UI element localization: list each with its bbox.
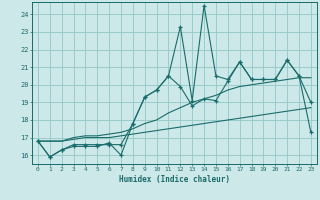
X-axis label: Humidex (Indice chaleur): Humidex (Indice chaleur) [119,175,230,184]
